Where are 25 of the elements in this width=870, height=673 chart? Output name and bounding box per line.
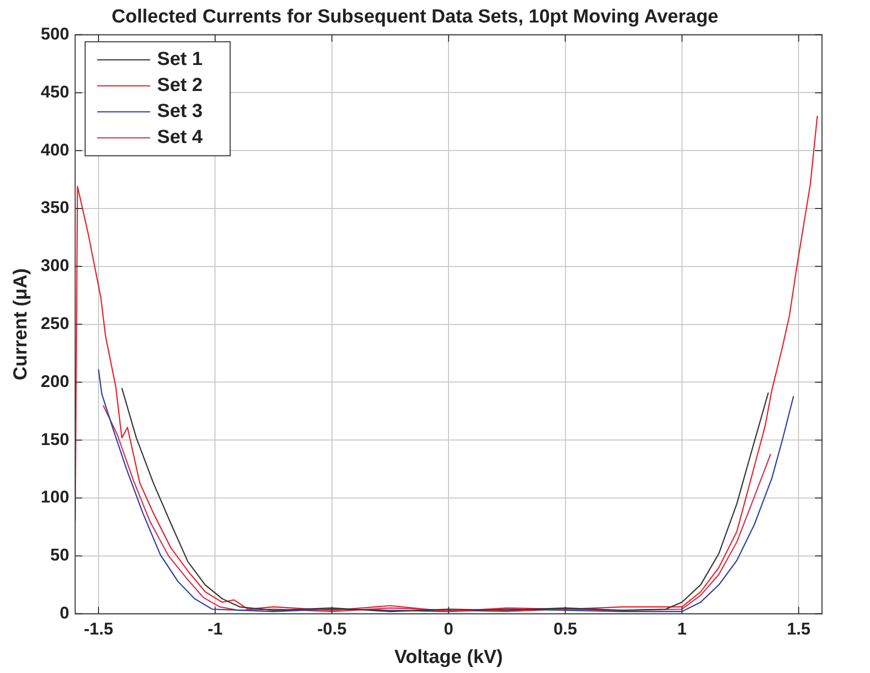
legend-label: Set 1 — [157, 49, 204, 70]
x-tick-label: -0.5 — [317, 620, 347, 639]
y-axis-title: Current (μA) — [10, 268, 32, 380]
y-tick-label: 150 — [40, 430, 70, 449]
legend-label: Set 2 — [157, 75, 203, 96]
y-tick-label: 450 — [40, 82, 70, 102]
y-tick-label: 350 — [40, 198, 70, 218]
x-axis-title: Voltage (kV) — [394, 646, 503, 668]
y-tick-label: 0 — [60, 603, 70, 622]
x-tick-label: 1.5 — [786, 620, 810, 639]
x-tick-label: 1 — [677, 620, 687, 639]
y-tick-label: 250 — [40, 314, 70, 333]
y-tick-label: 50 — [50, 546, 70, 565]
y-tick-label: 300 — [40, 256, 70, 276]
x-tick-label: -1 — [208, 620, 223, 639]
x-tick-label: -1.5 — [84, 620, 114, 639]
y-tick-label: 200 — [40, 372, 70, 391]
y-tick-label: 400 — [40, 140, 70, 160]
chart-title: Collected Currents for Subsequent Data Sets, 10pt Moving Average — [112, 6, 718, 28]
legend-label: Set 3 — [157, 101, 203, 122]
y-tick-label: 100 — [40, 488, 70, 507]
x-tick-label: 0.5 — [553, 620, 578, 639]
y-tick-label: 500 — [40, 24, 70, 44]
x-tick-label: 0 — [444, 620, 454, 639]
legend-label: Set 4 — [157, 127, 204, 148]
